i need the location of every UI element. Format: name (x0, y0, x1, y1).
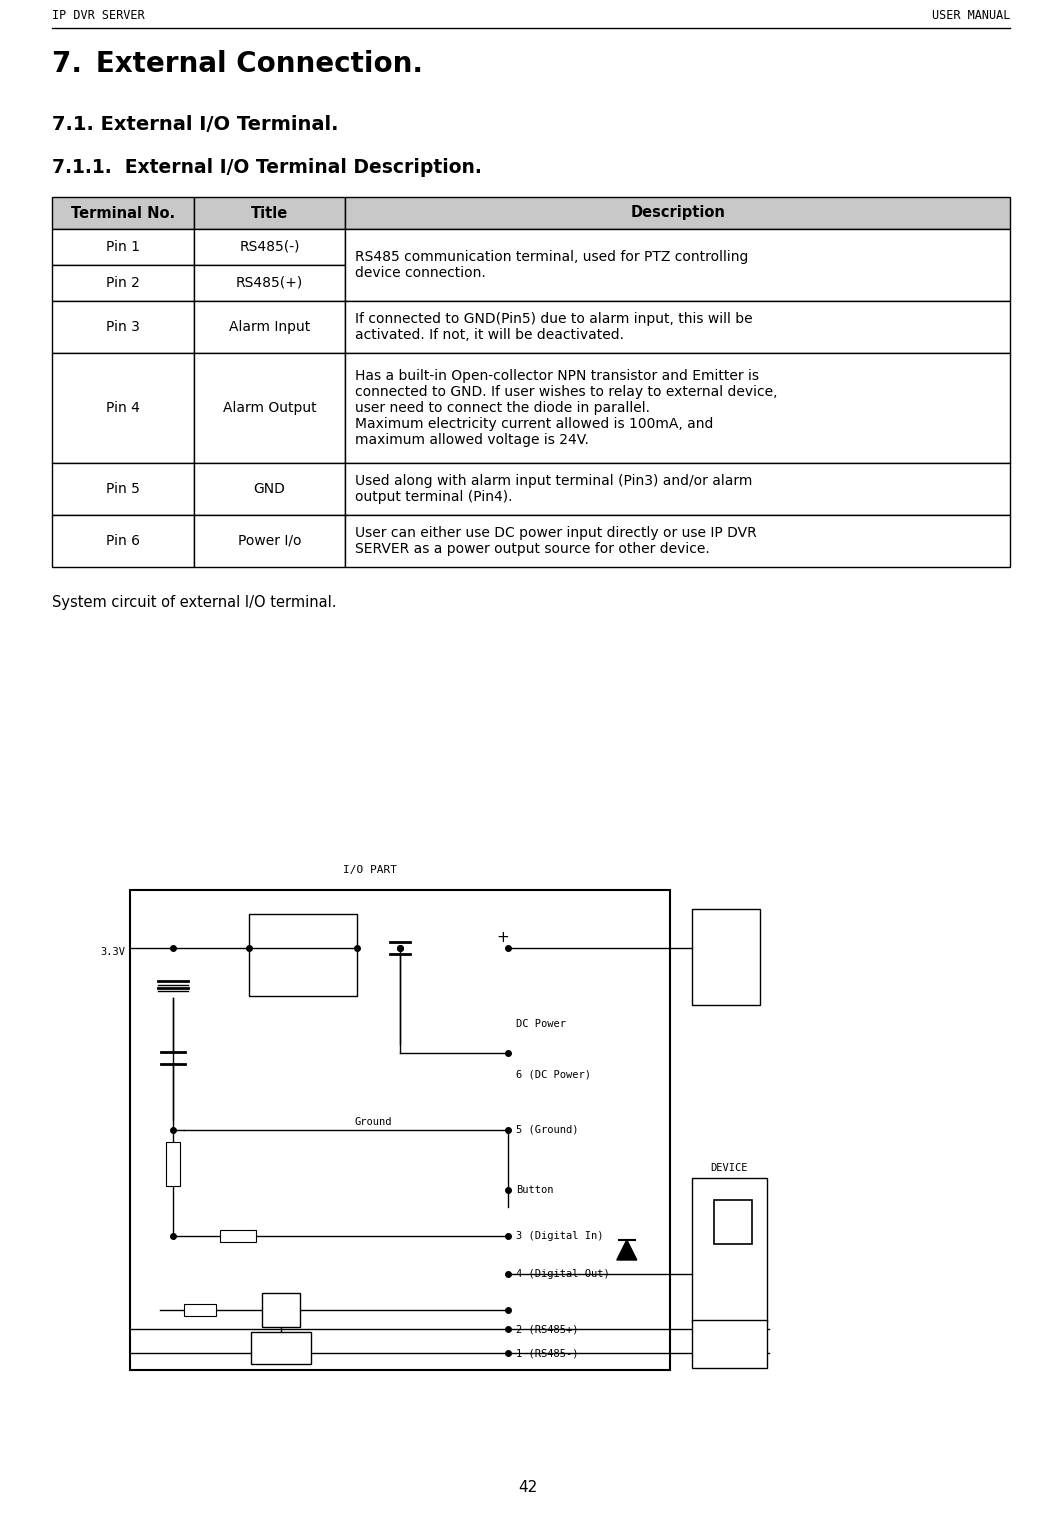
Text: Switching
Power
Regulator: Switching Power Regulator (276, 938, 329, 971)
Text: RELAY: RELAY (696, 1192, 725, 1201)
Bar (193, 353, 346, 463)
Text: Pin 1: Pin 1 (106, 241, 140, 254)
Bar (193, 301, 346, 353)
Bar (252, 1333, 311, 1365)
Text: IP DVR SERVER: IP DVR SERVER (52, 9, 145, 23)
Bar (193, 197, 346, 228)
Text: Title: Title (251, 206, 289, 221)
Text: DEVICE: DEVICE (710, 1163, 748, 1173)
Text: 3 (Digital In): 3 (Digital In) (516, 1230, 604, 1241)
Text: Alarm Input: Alarm Input (229, 321, 310, 334)
Bar (193, 463, 346, 514)
Text: 7.1.1.  External I/O Terminal Description.: 7.1.1. External I/O Terminal Description… (52, 157, 482, 177)
Text: Pin 3: Pin 3 (106, 321, 140, 334)
Text: RS485(-): RS485(-) (239, 241, 300, 254)
Text: Pin 4: Pin 4 (106, 401, 140, 415)
Bar (52, 463, 193, 514)
Bar (691, 1319, 766, 1368)
Text: +: + (497, 930, 509, 946)
Bar (262, 1294, 300, 1327)
Text: Ground: Ground (354, 1117, 392, 1127)
Text: 5 (Ground): 5 (Ground) (516, 1126, 578, 1135)
Text: GND: GND (254, 483, 285, 496)
Bar (184, 1304, 217, 1316)
Text: 3.3V: 3.3V (100, 947, 125, 958)
Bar (346, 353, 1010, 463)
Text: -: - (724, 986, 727, 997)
Text: Terminal No.: Terminal No. (71, 206, 175, 221)
Bar (52, 228, 193, 265)
Bar (52, 197, 193, 228)
Bar (52, 514, 193, 567)
Bar (248, 914, 357, 996)
Text: System circuit of external I/O terminal.: System circuit of external I/O terminal. (52, 595, 336, 610)
Bar (193, 228, 346, 265)
Text: User can either use DC power input directly or use IP DVR
SERVER as a power outp: User can either use DC power input direc… (355, 527, 757, 557)
Text: RS485 communication terminal, used for PTZ controlling
device connection.: RS485 communication terminal, used for P… (355, 250, 748, 280)
Text: 7. External Connection.: 7. External Connection. (52, 50, 423, 79)
Bar (220, 1230, 256, 1242)
Text: +: + (721, 917, 730, 927)
Bar (346, 228, 1010, 301)
Text: Pin 2: Pin 2 (106, 275, 140, 290)
Polygon shape (617, 1241, 636, 1260)
Bar (130, 890, 670, 1369)
Bar (346, 301, 1010, 353)
Bar (713, 1200, 752, 1244)
Text: Pin 6: Pin 6 (106, 534, 140, 548)
Text: Power I/o: Power I/o (238, 534, 301, 548)
Text: RS485 IC: RS485 IC (258, 1344, 304, 1354)
Text: Has a built-in Open-collector NPN transistor and Emitter is
connected to GND. If: Has a built-in Open-collector NPN transi… (355, 369, 778, 448)
Text: Used along with alarm input terminal (Pin3) and/or alarm
output terminal (Pin4).: Used along with alarm input terminal (Pi… (355, 474, 753, 504)
Bar (346, 463, 1010, 514)
Text: 42: 42 (518, 1481, 538, 1495)
Text: 6 (DC Power): 6 (DC Power) (516, 1070, 591, 1080)
Text: External
Power: External Power (702, 947, 749, 968)
Text: RS485(+): RS485(+) (236, 275, 303, 290)
Bar (52, 353, 193, 463)
Text: TR: TR (275, 1306, 288, 1315)
Text: I/O PART: I/O PART (344, 865, 397, 875)
Text: Pin 5: Pin 5 (106, 483, 140, 496)
Text: 7.1. External I/O Terminal.: 7.1. External I/O Terminal. (52, 115, 338, 135)
Bar (52, 301, 193, 353)
Text: USER MANUAL: USER MANUAL (931, 9, 1010, 23)
Text: Button: Button (516, 1185, 554, 1195)
Text: Alarm Output: Alarm Output (223, 401, 316, 415)
Bar (193, 265, 346, 301)
Text: Description: Description (630, 206, 725, 221)
Text: 2 (RS485+): 2 (RS485+) (516, 1324, 578, 1334)
Bar (193, 514, 346, 567)
Bar (346, 197, 1010, 228)
Bar (52, 265, 193, 301)
Bar (691, 909, 760, 1005)
Text: 4 (Digital Out): 4 (Digital Out) (516, 1269, 610, 1278)
Bar (166, 1142, 180, 1186)
Text: DC Power: DC Power (516, 1020, 565, 1029)
Text: If connected to GND(Pin5) due to alarm input, this will be
activated. If not, it: If connected to GND(Pin5) due to alarm i… (355, 312, 753, 342)
Text: 1 (RS485-): 1 (RS485-) (516, 1348, 578, 1359)
Text: DEVICE: DEVICE (710, 1339, 748, 1348)
Bar (346, 514, 1010, 567)
Bar (691, 1179, 766, 1322)
